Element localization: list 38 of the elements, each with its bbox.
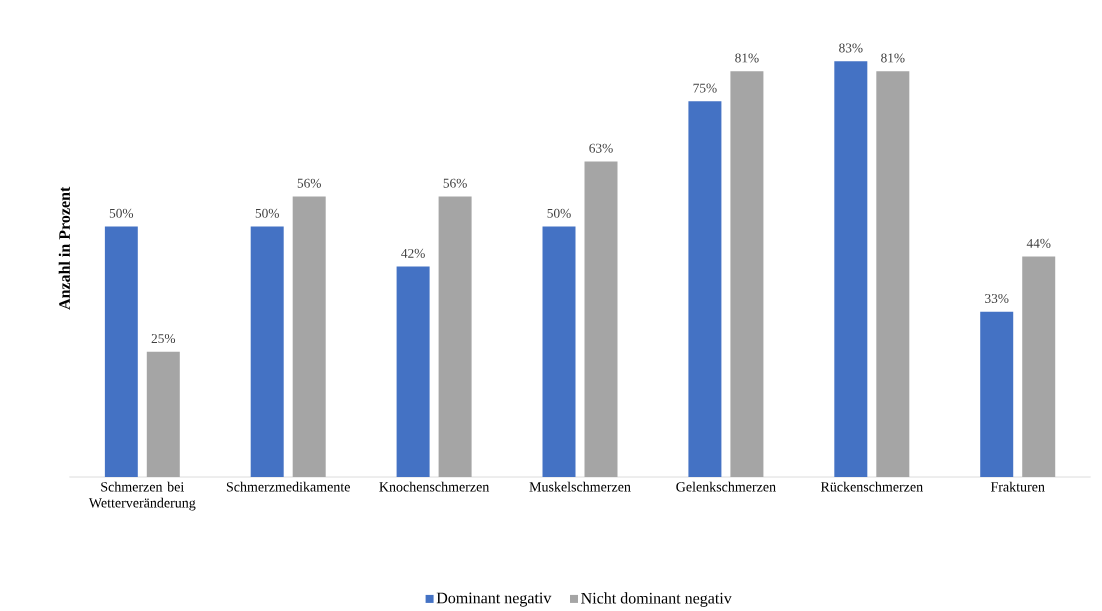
- x-tick-label: Frakturen: [990, 481, 1045, 492]
- bar: [834, 61, 868, 478]
- bar: [438, 196, 472, 478]
- data-label: 56%: [297, 178, 321, 188]
- x-tick-label: Knochenschmerzen: [379, 481, 490, 492]
- legend-label: Dominant negativ: [436, 592, 552, 607]
- bar: [396, 266, 430, 478]
- bar: [584, 161, 618, 478]
- data-label: 50%: [547, 208, 571, 218]
- data-label: 81%: [735, 53, 759, 63]
- data-label: 81%: [881, 53, 905, 63]
- data-label: 33%: [985, 294, 1009, 304]
- bar: [688, 101, 722, 478]
- x-tick-label: Schmerzmedikamente: [226, 481, 350, 492]
- bar: [250, 226, 284, 478]
- x-tick-label: Muskelschmerzen: [529, 481, 631, 492]
- x-tick-label: Gelenkschmerzen: [676, 481, 776, 492]
- bar: [730, 71, 764, 478]
- x-tick-label: Rückenschmerzen: [820, 481, 923, 492]
- bar: [980, 311, 1014, 478]
- y-axis-title: Anzahl in Prozent: [58, 186, 70, 310]
- x-tick-label: Schmerzen bei Wetterveränderung: [88, 481, 196, 511]
- data-label: 44%: [1026, 238, 1051, 248]
- bar: [104, 226, 138, 478]
- data-label: 25%: [151, 334, 176, 344]
- bar: [876, 71, 910, 478]
- data-label: 50%: [109, 208, 134, 218]
- bar: [146, 351, 180, 478]
- legend-label: Nicht dominant negativ: [581, 592, 732, 608]
- data-label: 42%: [401, 248, 425, 258]
- data-label: 83%: [839, 43, 863, 53]
- bar: [292, 196, 326, 478]
- data-label: 50%: [255, 208, 279, 218]
- data-label: 56%: [443, 178, 467, 188]
- data-label: 63%: [589, 143, 613, 153]
- bar: [542, 226, 576, 478]
- bar: [1022, 256, 1056, 478]
- data-label: 75%: [693, 83, 717, 93]
